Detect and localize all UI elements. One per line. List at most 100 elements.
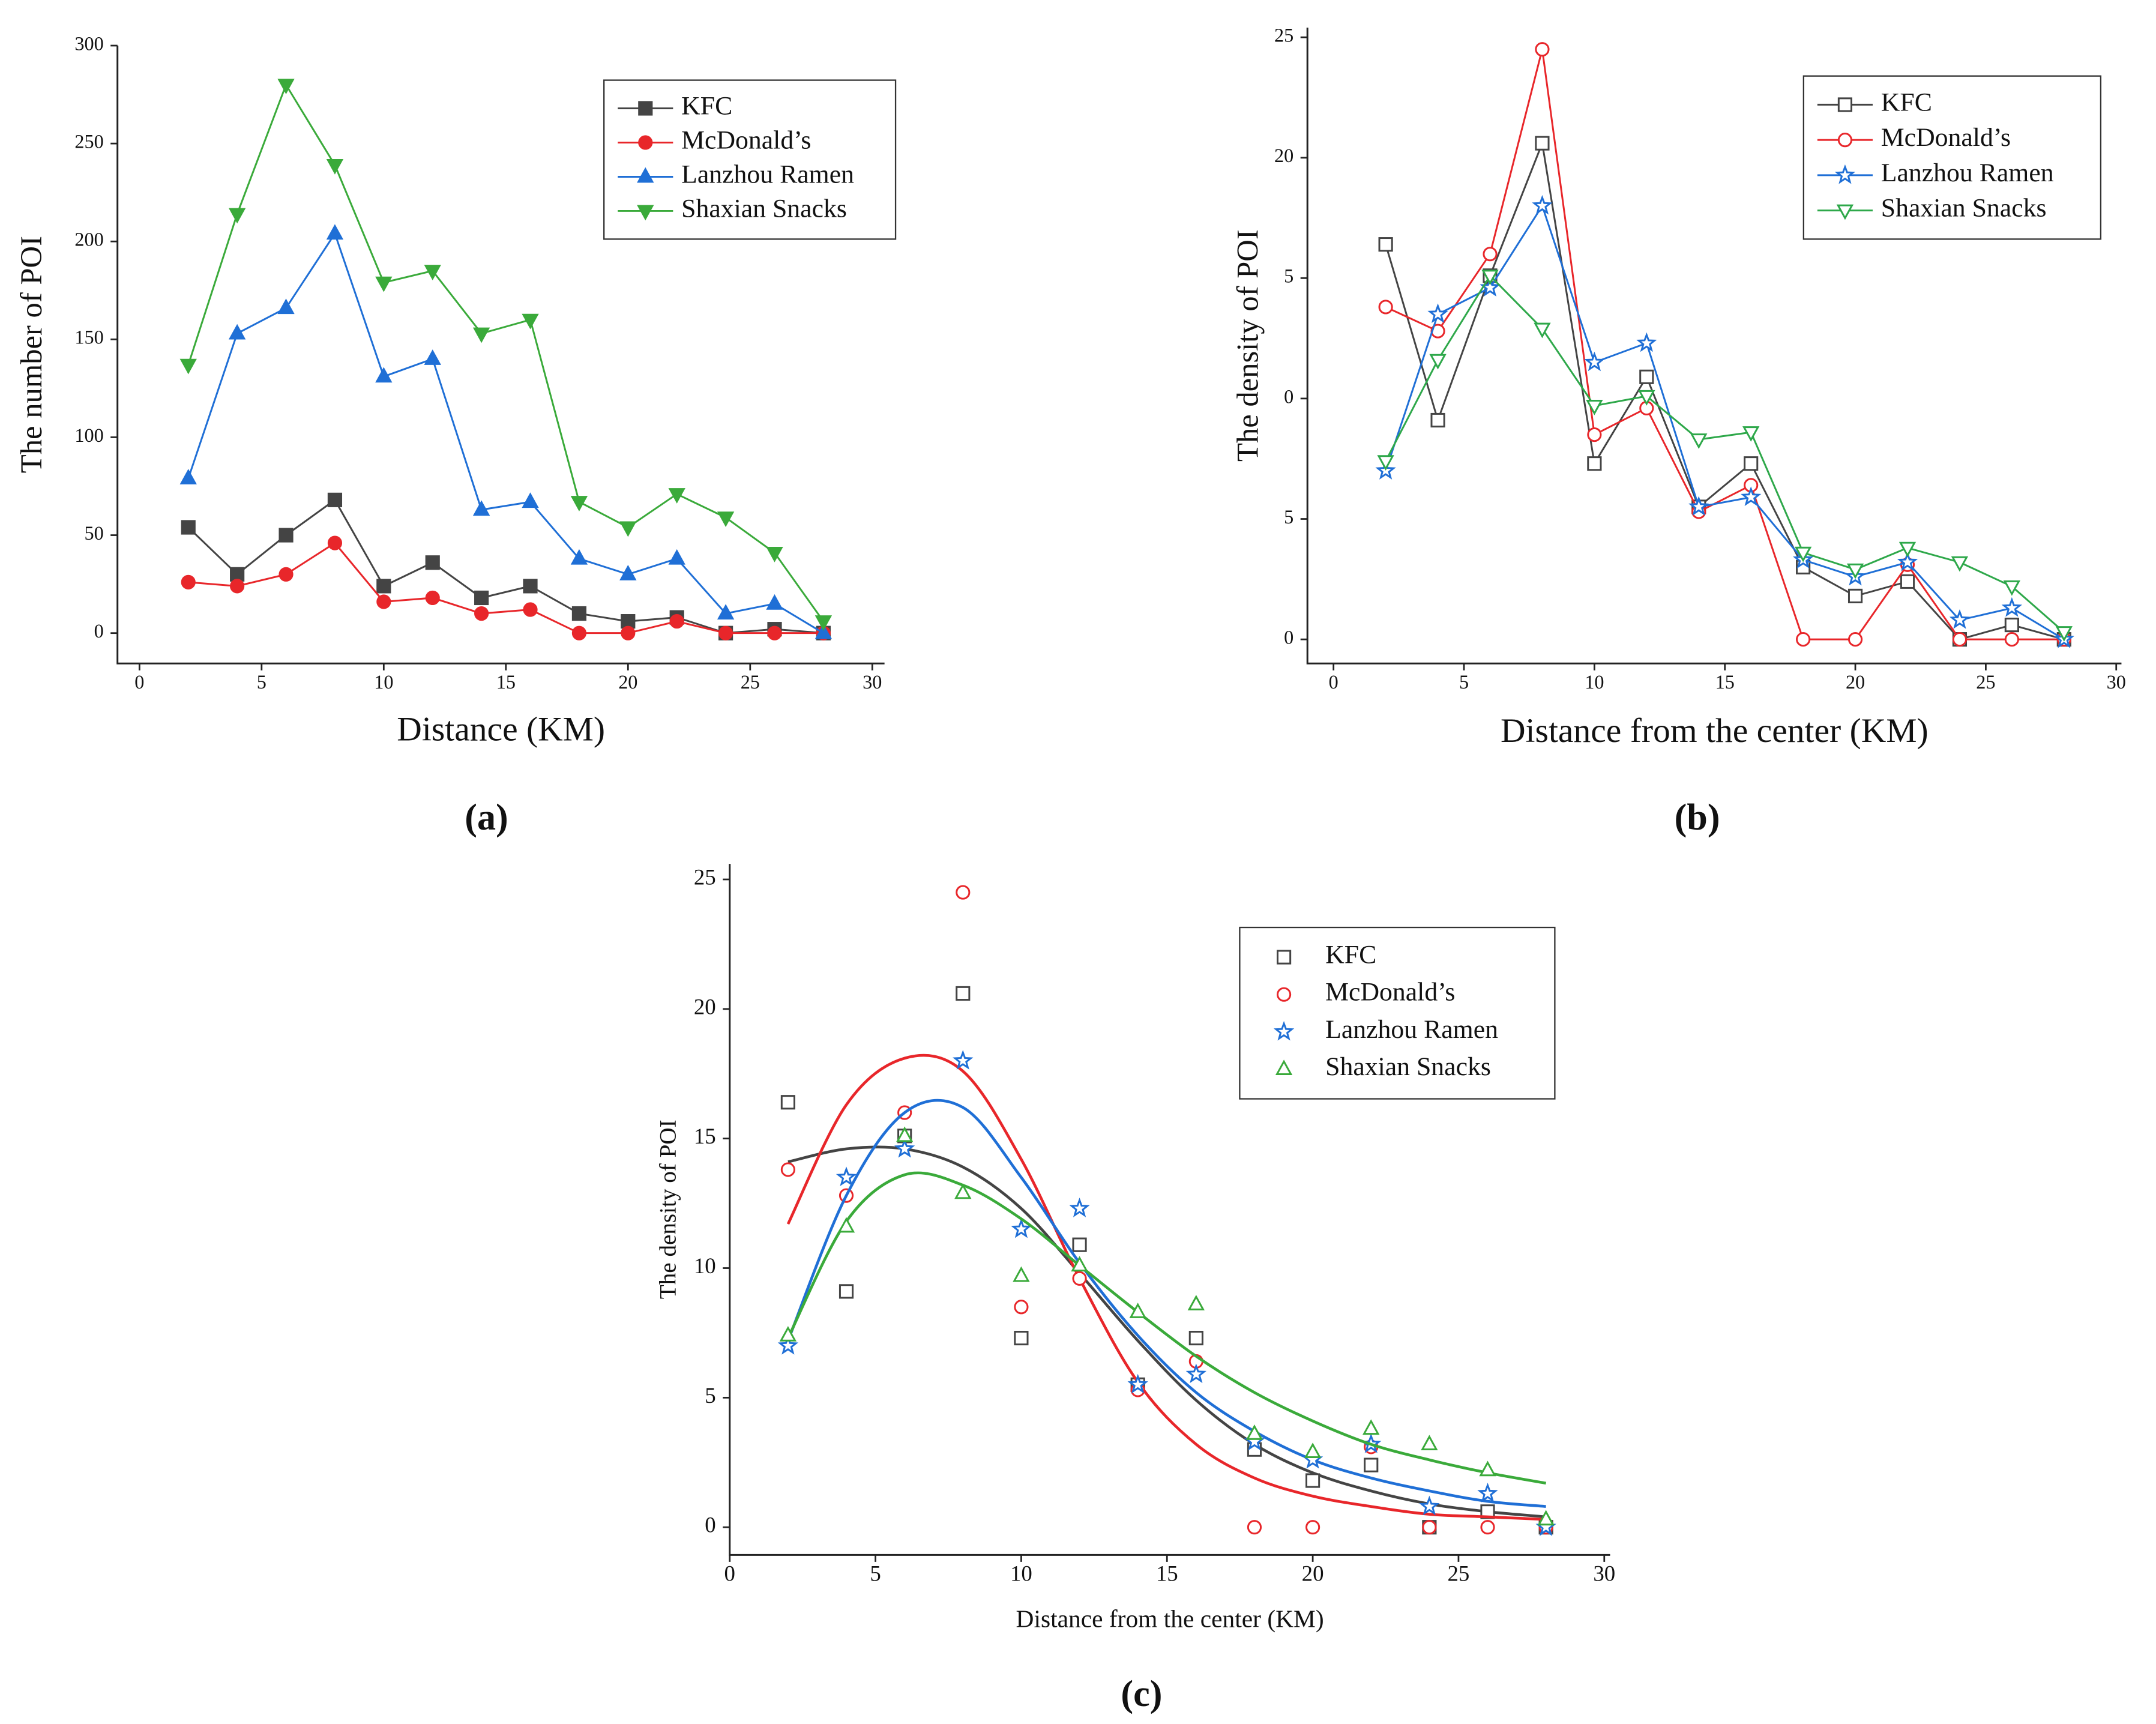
legend-label: Shaxian Snacks [681,194,847,223]
marker [717,511,735,528]
x-tick-label: 20 [1302,1561,1324,1585]
y-tick-label: 50 [84,522,103,544]
marker [668,549,685,565]
marker [522,492,539,508]
x-tick-label: 30 [2107,671,2126,693]
y-axis-label: The density of POI [1230,229,1264,462]
marker [326,159,344,175]
marker [425,590,440,606]
y-tick-label: 0 [705,1513,715,1537]
series-line [187,82,825,622]
y-tick-label: 0 [94,620,104,642]
x-tick-label: 0 [724,1561,735,1585]
marker [954,1183,972,1199]
marker [570,496,588,511]
marker [279,528,294,543]
marker [836,1166,857,1187]
marker [669,614,684,629]
legend-marker [1837,133,1853,148]
legend-marker [1836,204,1854,220]
x-tick-label: 15 [1715,671,1735,693]
legend-marker [638,101,653,116]
marker [815,623,833,639]
y-tick-label: 250 [74,130,103,152]
marker [621,614,636,629]
marker [1587,427,1602,442]
x-tick-label: 20 [618,671,637,693]
axes [116,45,885,665]
x-tick-label: 20 [1846,671,1865,693]
marker [766,594,783,610]
y-tick-label: 10 [694,1253,716,1278]
caption: (b) [1675,797,1720,838]
marker [570,549,588,565]
marker [1014,1300,1029,1315]
fit-curve [787,1145,1546,1519]
marker [523,579,538,594]
marker [1483,247,1498,262]
marker [1011,1218,1032,1238]
x-tick-label: 15 [1156,1561,1178,1585]
marker [766,546,783,562]
marker [230,567,245,582]
y-tick-label: 25 [1274,24,1293,46]
marker [424,265,441,280]
marker [279,567,294,582]
marker [472,500,490,516]
legend-label: Lanzhou Ramen [1881,158,2054,187]
y-tick-label: 25 [694,864,716,889]
y-tick-label: 150 [74,327,103,348]
series-line [1385,140,2065,640]
marker [1636,332,1657,352]
legend-marker [1275,1059,1293,1076]
marker [375,276,393,292]
legend-box [1239,926,1556,1100]
marker [1430,412,1445,428]
y-tick-label: 0 [1284,385,1293,407]
y-tick-label: 5 [1284,265,1293,287]
marker [1532,194,1553,215]
marker [1377,455,1394,471]
legend-marker [1276,950,1292,965]
legend-label: Lanzhou Ramen [681,160,854,188]
marker [1584,351,1605,372]
x-tick-label: 0 [134,671,144,693]
legend-label: KFC [681,92,732,121]
x-axis-label: Distance (KM) [397,711,605,749]
marker [1419,1495,1440,1516]
legend-label: McDonald’s [681,125,811,154]
marker [2055,626,2073,642]
marker [277,298,295,315]
legend-marker [1837,97,1853,112]
marker [1421,1435,1438,1451]
marker [780,1095,795,1110]
x-tick-label: 30 [1593,1561,1615,1585]
marker [1742,426,1760,442]
marker [1537,1510,1555,1526]
marker [837,1217,855,1233]
marker [326,224,344,240]
marker [1796,632,1811,647]
marker [376,579,391,594]
legend-box [1802,75,2102,240]
marker [472,327,490,343]
marker [619,521,637,537]
legend-marker [637,167,654,183]
marker [181,520,196,535]
marker [1951,556,1969,572]
marker [277,79,295,95]
x-tick-label: 5 [257,671,266,693]
marker [327,492,343,507]
x-tick-label: 0 [1329,671,1338,693]
marker [2003,580,2021,596]
x-tick-label: 10 [374,671,393,693]
marker [424,349,441,365]
legend-label: KFC [1881,88,1932,116]
legend-label: Shaxian Snacks [1881,194,2047,223]
marker [717,604,735,620]
marker [230,579,245,594]
marker [179,469,197,484]
marker [1897,551,1918,571]
marker [228,208,246,224]
